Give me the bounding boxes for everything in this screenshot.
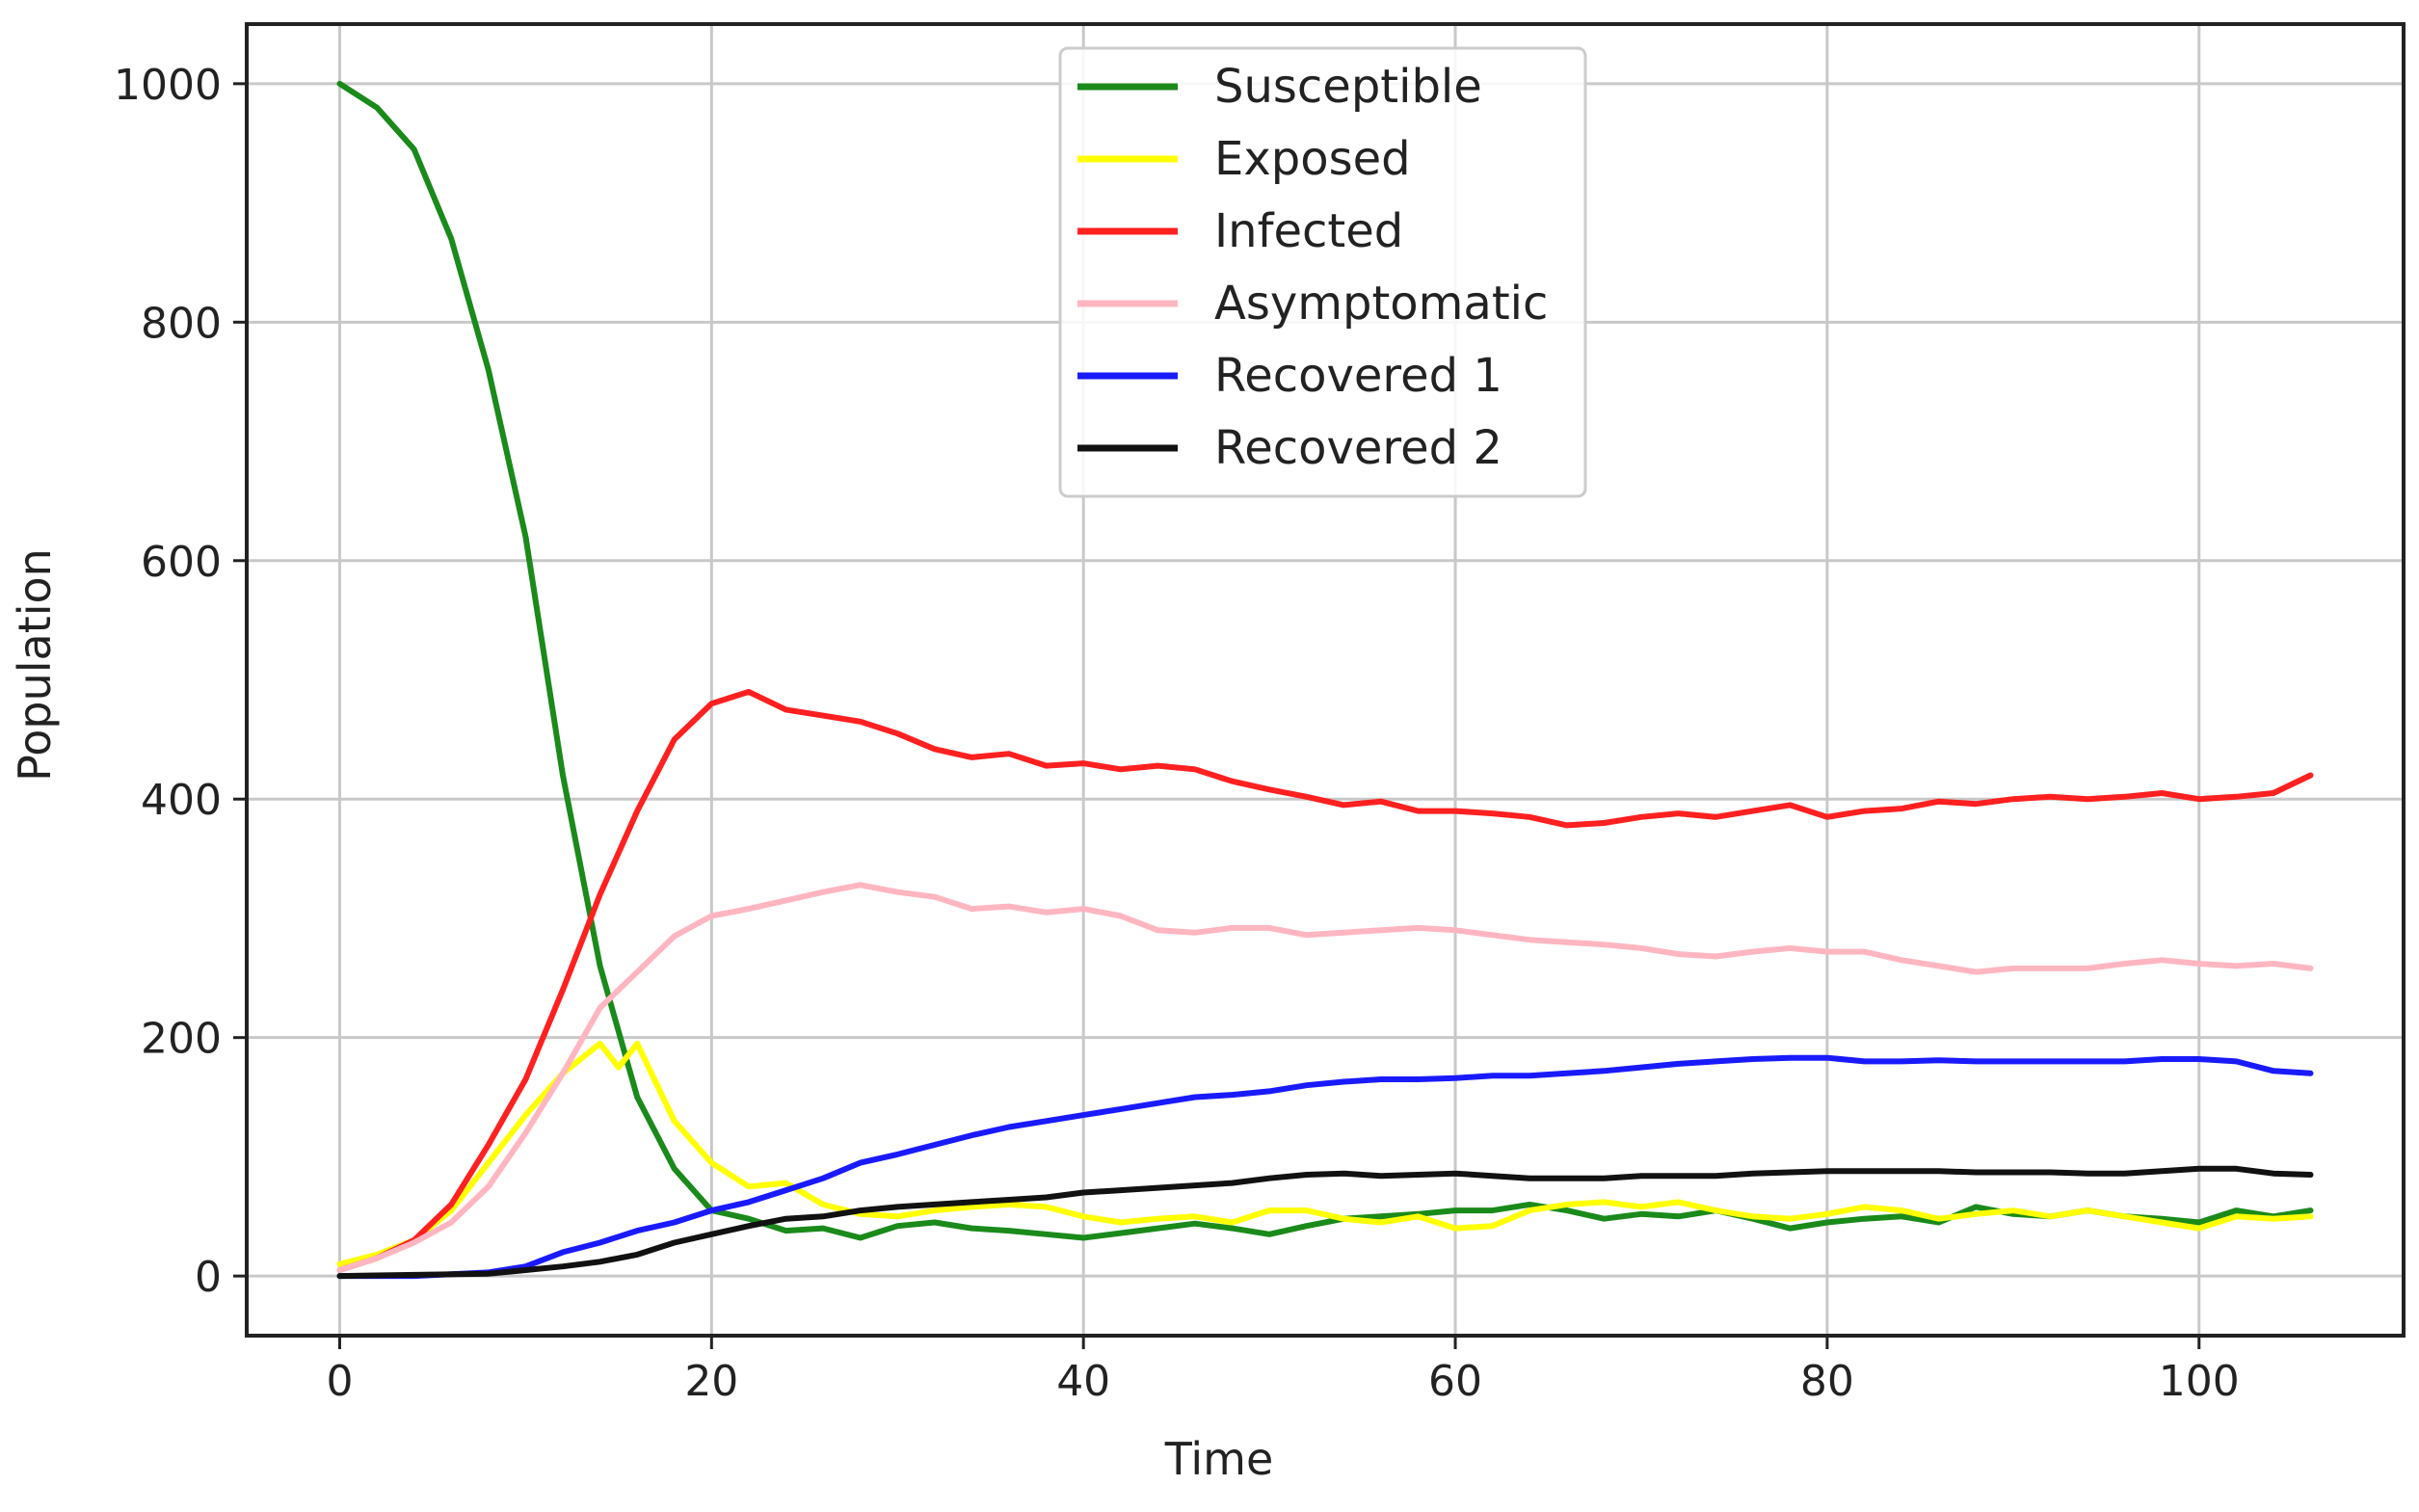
x-tick-label: 20: [684, 1357, 738, 1406]
plot-frame: [245, 22, 2406, 1338]
x-tick-label: 80: [1800, 1357, 1854, 1406]
series-line-infected: [336, 688, 2314, 1273]
legend-label: Recovered 1: [1214, 349, 1502, 403]
x-tick-label: 60: [1428, 1357, 1482, 1406]
legend-label: Infected: [1214, 204, 1403, 258]
y-tick-label: 400: [141, 776, 222, 825]
axis-labels: Time Population: [9, 548, 1273, 1485]
y-tick-label: 800: [141, 299, 222, 348]
legend-box: [1058, 46, 1587, 498]
series-line-exposed: [336, 1040, 2314, 1267]
series-lines: [336, 80, 2314, 1280]
legend-label: Exposed: [1214, 132, 1411, 186]
legend: Susceptible Exposed Infected Asymptomatic Re…: [1058, 46, 1587, 498]
y-tick-label: 200: [141, 1015, 222, 1064]
y-tick-label: 0: [195, 1253, 222, 1302]
series-line-recovered-1: [336, 1054, 2314, 1280]
y-tick-label: 1000: [114, 61, 222, 110]
x-tick-label: 40: [1056, 1357, 1110, 1406]
x-axis-label: Time: [1164, 1433, 1274, 1485]
x-tick-label: 0: [326, 1357, 353, 1406]
x-tick-label: 100: [2159, 1357, 2240, 1406]
y-axis-label: Population: [9, 548, 61, 782]
y-tick-label: 600: [141, 538, 222, 587]
series-line-recovered-2: [336, 1165, 2314, 1280]
legend-label: Recovered 2: [1214, 421, 1502, 475]
legend-label: Susceptible: [1214, 60, 1482, 114]
series-line-susceptible: [336, 80, 2314, 1241]
series-line-asymptomatic: [336, 882, 2314, 1273]
legend-label: Asymptomatic: [1214, 277, 1548, 331]
